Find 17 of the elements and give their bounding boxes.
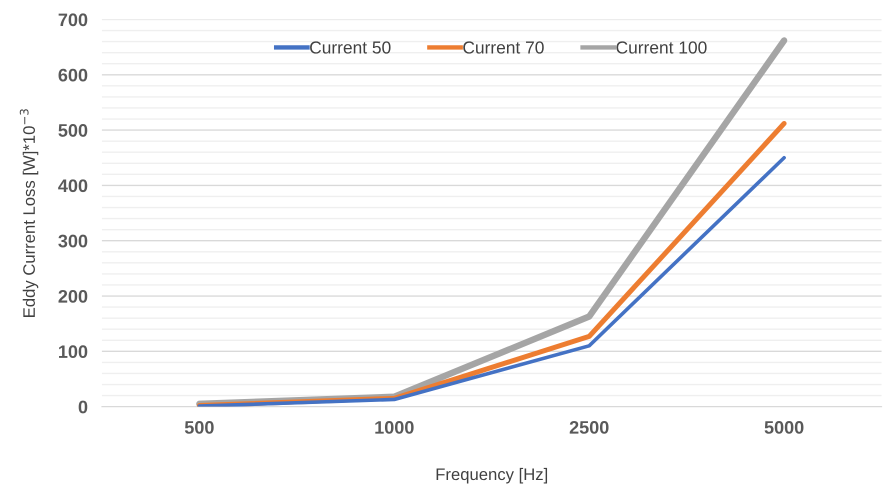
- legend-label: Current 100: [616, 41, 707, 54]
- y-tick-label: 100: [59, 345, 88, 358]
- y-tick-label: 400: [58, 179, 88, 192]
- y-tick-label: 0: [78, 400, 88, 414]
- legend-label: Current 50: [310, 41, 391, 54]
- y-axis-title: Eddy Current Loss [W]*10$^{−3}$: [20, 109, 38, 317]
- y-tick-label: 200: [58, 290, 88, 303]
- y-tick-label: 300: [58, 234, 88, 248]
- x-tick-label: 2500: [570, 421, 609, 434]
- y-tick-label: 700: [58, 13, 88, 26]
- x-axis-title: Frequency [Hz]: [436, 468, 548, 484]
- y-tick-label: 500: [58, 124, 88, 137]
- y-tick-label: 600: [58, 68, 88, 82]
- x-tick-label: 5000: [764, 421, 804, 434]
- x-tick-label: 1000: [375, 421, 414, 434]
- legend-label: Current 70: [463, 41, 544, 54]
- x-tick-label: 500: [184, 421, 214, 434]
